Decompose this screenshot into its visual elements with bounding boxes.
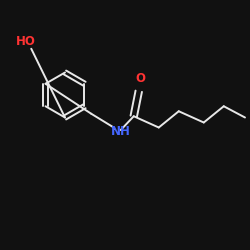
Text: HO: HO — [16, 35, 36, 48]
Text: O: O — [135, 72, 145, 85]
Text: NH: NH — [111, 125, 131, 138]
